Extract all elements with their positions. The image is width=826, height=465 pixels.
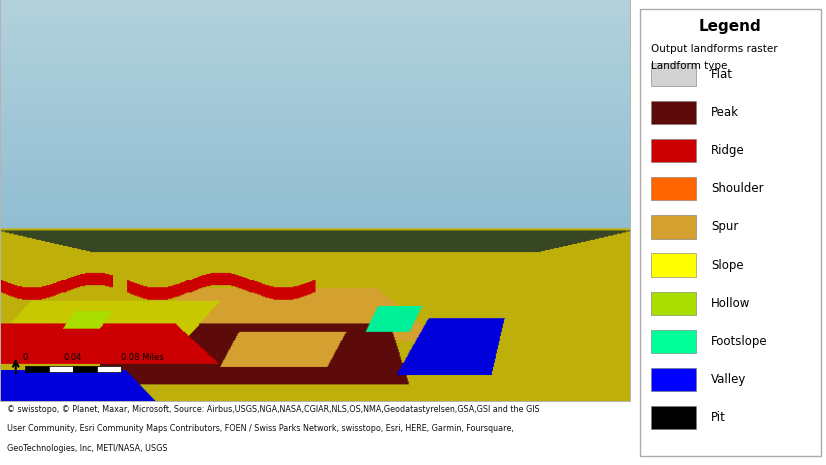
Text: Shoulder: Shoulder bbox=[711, 182, 764, 195]
Bar bbox=[26, 366, 50, 372]
Text: Output landforms raster: Output landforms raster bbox=[651, 44, 778, 54]
Bar bbox=[651, 177, 696, 200]
Bar bbox=[651, 215, 696, 239]
Text: Footslope: Footslope bbox=[711, 335, 768, 348]
Text: Pit: Pit bbox=[711, 411, 726, 424]
Text: GeoTechnologies, Inc, METI/NASA, USGS: GeoTechnologies, Inc, METI/NASA, USGS bbox=[7, 445, 168, 453]
Bar bbox=[651, 253, 696, 277]
Text: Flat: Flat bbox=[711, 68, 733, 81]
Text: Landform type: Landform type bbox=[651, 61, 728, 72]
Text: Legend: Legend bbox=[699, 19, 762, 33]
Text: Valley: Valley bbox=[711, 373, 747, 386]
Bar bbox=[74, 366, 97, 372]
Bar bbox=[651, 330, 696, 353]
Bar bbox=[651, 368, 696, 391]
Bar bbox=[651, 139, 696, 162]
Bar bbox=[50, 366, 74, 372]
Text: 0.04: 0.04 bbox=[64, 353, 83, 362]
Bar bbox=[97, 366, 121, 372]
Text: Peak: Peak bbox=[711, 106, 739, 119]
Text: 0.08 Miles: 0.08 Miles bbox=[121, 353, 164, 362]
Text: © swisstopo, © Planet, Maxar, Microsoft, Source: Airbus,USGS,NGA,NASA,CGIAR,NLS,: © swisstopo, © Planet, Maxar, Microsoft,… bbox=[7, 405, 540, 413]
Bar bbox=[651, 292, 696, 315]
Bar bbox=[651, 406, 696, 429]
Text: Hollow: Hollow bbox=[711, 297, 751, 310]
Bar bbox=[651, 101, 696, 124]
Bar bbox=[651, 63, 696, 86]
Text: Spur: Spur bbox=[711, 220, 738, 233]
Text: Ridge: Ridge bbox=[711, 144, 745, 157]
Text: User Community, Esri Community Maps Contributors, FOEN / Swiss Parks Network, sw: User Community, Esri Community Maps Cont… bbox=[7, 425, 514, 433]
Text: Slope: Slope bbox=[711, 259, 744, 272]
Text: 0: 0 bbox=[22, 353, 28, 362]
